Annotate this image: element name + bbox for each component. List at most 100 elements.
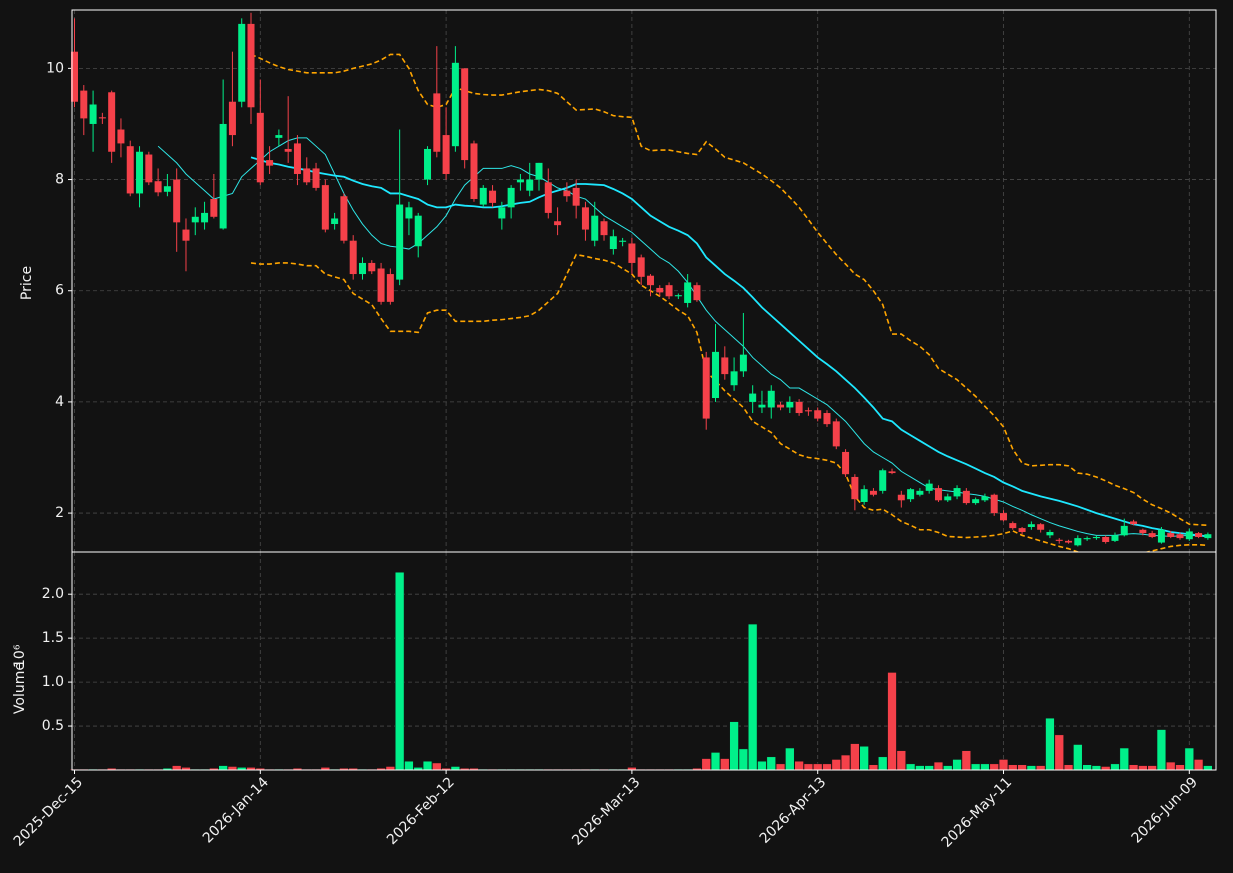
candle-body [869,490,877,495]
candle-body [1083,538,1091,540]
volume-tick-label: 2.0 [42,586,64,602]
candle-body [424,148,432,180]
indicator-line [250,156,1208,538]
volume-bar [924,765,934,771]
volume-bar [905,763,916,771]
overlay-lines [157,53,1208,552]
volume-bar [227,766,238,771]
candle-body [321,185,329,230]
candle-body [1009,523,1017,529]
candle-body [1102,536,1110,542]
candle-body [386,274,394,302]
volume-bar [775,763,786,771]
candle-body [1074,538,1082,546]
candle-body [934,488,942,501]
candle-body [228,101,236,136]
y-tick-label: 2 [55,505,64,521]
candle-body [962,490,970,504]
candle-body [758,404,766,408]
candle-body [1018,528,1026,532]
volume-bar [785,747,795,771]
candle-body [303,168,311,183]
candle-body [990,494,998,514]
candle-body [136,151,144,194]
candle-body [331,218,339,225]
volume-axis-title: Volume [12,662,28,714]
volume-bar [896,750,906,771]
volume-bar [1063,764,1074,771]
candle-body [489,190,497,203]
candle-body [535,162,543,180]
candle-body [674,295,682,297]
candle-body [377,268,385,302]
candle-body [238,23,246,102]
candle-body [730,371,738,386]
candle-body [1130,521,1138,525]
volume-bar [1073,744,1083,771]
candle-body [646,275,654,286]
candle-body [925,483,933,491]
candle-body [126,146,134,194]
volume-bar [840,754,851,771]
candle-body [526,179,534,191]
candle-body [609,236,617,250]
volume-bar [218,765,228,771]
volume-bar [450,766,461,771]
y-tick-label: 6 [55,283,64,299]
candle-body [916,490,924,495]
volume-bar [404,760,414,771]
volume-bar [710,752,721,771]
candle-body [507,187,515,208]
candle-body [554,221,562,226]
candle-body [897,494,905,501]
candle-body [1027,524,1035,527]
volume-bar [813,763,823,771]
candle-body [777,404,785,408]
candle-body [266,160,274,166]
candle-body [405,207,413,219]
indicator-line [157,137,1208,537]
volume-bar [1184,747,1194,771]
volume-bar [1156,729,1167,771]
volume-bar [757,760,767,771]
candle-body [795,401,803,414]
candle-body [563,190,571,197]
candle-body [786,401,794,408]
candle-body [461,68,469,161]
candle-body [145,154,153,183]
candle-body [656,287,664,293]
volume-bar [822,763,832,771]
candle-body [414,215,422,247]
candle-body [349,240,357,275]
candle-body [247,23,255,108]
candle-body [851,476,859,500]
volume-frame [71,551,1217,771]
candle-body [721,357,729,375]
candle-body [879,470,887,491]
candle-body [823,413,831,425]
volume-bar [970,763,981,771]
volume-bar [952,759,962,771]
candle-body [749,393,757,402]
candle-body [256,112,264,183]
candle-body [89,104,97,124]
volume-bar [868,764,879,771]
volume-bar [980,763,990,771]
candle-body [684,282,692,303]
volume-bar [1036,765,1046,771]
marks [69,12,1213,771]
candle-body [191,216,199,223]
candle-body [1176,534,1184,539]
volume-bar [1101,766,1111,771]
candle-body [396,204,404,280]
volume-bar [850,743,860,771]
candle-body [907,489,915,500]
y-axis-title: Price [19,266,35,300]
volume-bar [1091,765,1102,771]
volume-bar [1175,764,1185,771]
candle-body [1195,533,1203,537]
candle-body [944,496,952,501]
candle-body [804,410,812,412]
